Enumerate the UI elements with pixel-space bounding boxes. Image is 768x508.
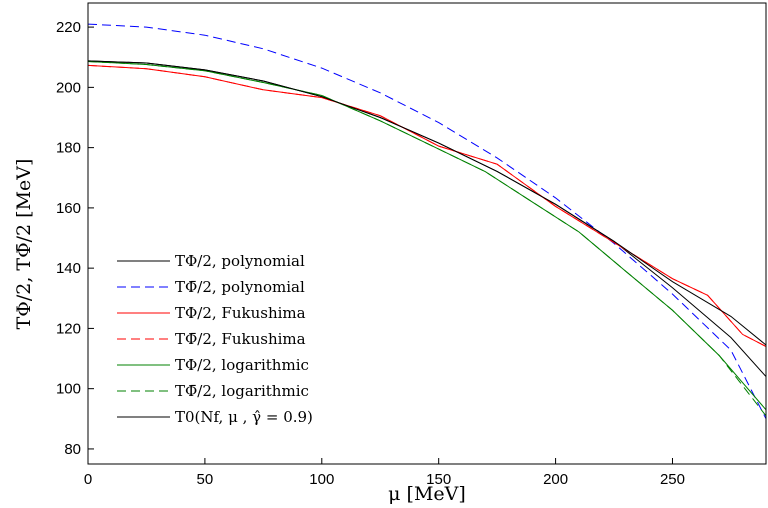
y-axis-label: TΦ/2, TΦ̄/2 [MeV]: [13, 159, 35, 330]
legend-label-7: T0(Nf, μ , γ̂ = 0.9): [175, 408, 313, 426]
y-tick-label: 140: [56, 260, 81, 277]
legend-label-2: TΦ̄/2, polynomial: [175, 278, 305, 296]
plot-frame: [87, 2, 767, 465]
y-tick-label: 160: [56, 200, 81, 217]
x-tick-label: 200: [543, 471, 568, 488]
legend: TΦ/2, polynomial TΦ̄/2, polynomial TΦ/2, F…: [117, 252, 313, 426]
y-tick-label: 220: [56, 19, 81, 36]
series-line-7: [87, 60, 767, 346]
x-axis-label: μ [MeV]: [388, 483, 466, 505]
legend-label-6: TΦ̄/2, logarithmic: [175, 382, 309, 400]
legend-label-4: TΦ̄/2, Fukushima: [175, 330, 306, 348]
x-tick-label: 150: [426, 471, 451, 488]
tick-layer: 0 50 100 150 200 250 80 100 120 140 160 180 200 220: [56, 19, 685, 488]
y-tick-label: 100: [56, 381, 81, 398]
y-tick-label: 180: [56, 140, 81, 157]
y-tick-label: 200: [56, 79, 81, 96]
x-tick-label: 100: [309, 471, 334, 488]
legend-label-1: TΦ/2, polynomial: [175, 252, 305, 270]
y-tick-label: 80: [64, 441, 81, 458]
legend-label-3: TΦ/2, Fukushima: [175, 304, 306, 322]
series-line-6: [87, 61, 767, 417]
y-tick-label: 120: [56, 320, 81, 337]
x-tick-label: 250: [660, 471, 685, 488]
series-layer: [87, 23, 767, 420]
series-line-4: [87, 64, 767, 347]
x-tick-label: 0: [84, 471, 92, 488]
series-line-2: [87, 23, 767, 420]
x-tick-label: 50: [197, 471, 214, 488]
legend-label-5: TΦ/2, logarithmic: [175, 356, 309, 374]
